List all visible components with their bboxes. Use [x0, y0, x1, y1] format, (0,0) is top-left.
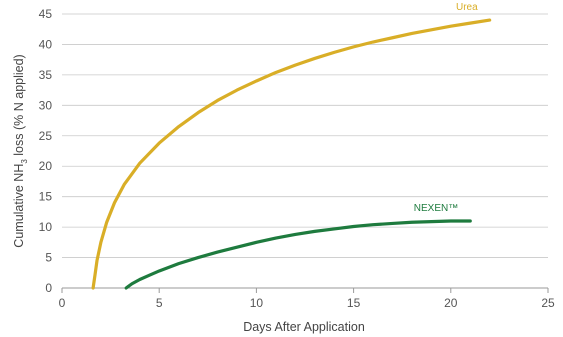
- y-axis-title-subscript: 3: [20, 159, 29, 164]
- x-axis-title: Days After Application: [243, 320, 365, 334]
- y-tick-label: 35: [39, 68, 53, 82]
- series-lines: [91, 18, 492, 290]
- x-tick-label: 15: [347, 296, 361, 310]
- x-tick-label: 5: [156, 296, 163, 310]
- series-label-urea: Urea: [456, 2, 478, 13]
- y-axis-title: Cumulative NH3 loss (% N applied): [12, 54, 29, 247]
- y-axis-title-main: Cumulative NH: [12, 164, 26, 248]
- x-tick-label: 10: [250, 296, 264, 310]
- y-tick-label: 40: [39, 37, 53, 51]
- x-tick-label: 20: [444, 296, 458, 310]
- y-tick-label: 10: [39, 220, 53, 234]
- series-line-nexen: [124, 219, 472, 290]
- axes: [61, 287, 549, 293]
- y-axis-title-rest: loss (% N applied): [12, 54, 26, 159]
- x-tick-label: 25: [541, 296, 555, 310]
- x-tick-label: 0: [59, 296, 66, 310]
- grid-lines: [62, 13, 548, 258]
- y-tick-label: 15: [39, 190, 53, 204]
- y-tick-label: 20: [39, 159, 53, 173]
- labels: 0 5 10 15 20 25 30 35 40 45 0 5 10 15 20 25 Urea NEXEN™: [39, 2, 555, 310]
- y-tick-label: 30: [39, 98, 53, 112]
- series-label-nexen: NEXEN™: [414, 203, 458, 214]
- y-tick-label: 0: [45, 281, 52, 295]
- y-tick-label: 5: [45, 251, 52, 265]
- y-tick-label: 25: [39, 129, 53, 143]
- series-line-urea: [91, 18, 492, 290]
- y-tick-label: 45: [39, 7, 53, 21]
